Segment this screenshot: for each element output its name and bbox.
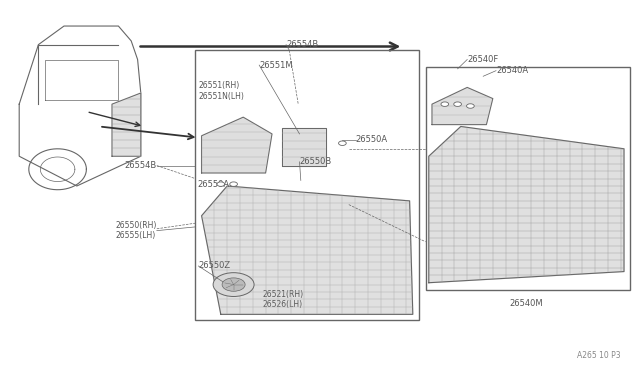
Circle shape <box>222 278 245 291</box>
Bar <box>195 50 419 320</box>
Text: 26540M: 26540M <box>509 299 543 308</box>
Text: 26540A: 26540A <box>496 66 528 75</box>
Text: 26550A: 26550A <box>197 180 229 189</box>
Circle shape <box>213 273 254 296</box>
Text: 26550Z: 26550Z <box>198 262 230 270</box>
Circle shape <box>441 102 449 106</box>
Text: 26554B: 26554B <box>286 40 318 49</box>
Text: A265 10 P3: A265 10 P3 <box>577 351 621 360</box>
Circle shape <box>217 182 225 186</box>
Polygon shape <box>429 126 624 283</box>
Text: 26550A: 26550A <box>356 135 388 144</box>
Text: 26550(RH)
26555(LH): 26550(RH) 26555(LH) <box>115 221 157 240</box>
Polygon shape <box>282 128 326 166</box>
Text: 26554B: 26554B <box>125 161 157 170</box>
Circle shape <box>230 182 237 186</box>
Circle shape <box>339 141 346 145</box>
Circle shape <box>467 104 474 108</box>
Polygon shape <box>432 87 493 125</box>
Text: 26551(RH)
26551N(LH): 26551(RH) 26551N(LH) <box>198 81 244 101</box>
Polygon shape <box>202 117 272 173</box>
Polygon shape <box>202 186 413 314</box>
Polygon shape <box>112 93 141 156</box>
Text: 26550B: 26550B <box>300 157 332 166</box>
Text: 26551M: 26551M <box>259 61 293 70</box>
Text: 26521(RH)
26526(LH): 26521(RH) 26526(LH) <box>262 290 303 309</box>
Bar <box>426 67 630 290</box>
Text: 26540F: 26540F <box>467 55 499 64</box>
Circle shape <box>454 102 461 106</box>
